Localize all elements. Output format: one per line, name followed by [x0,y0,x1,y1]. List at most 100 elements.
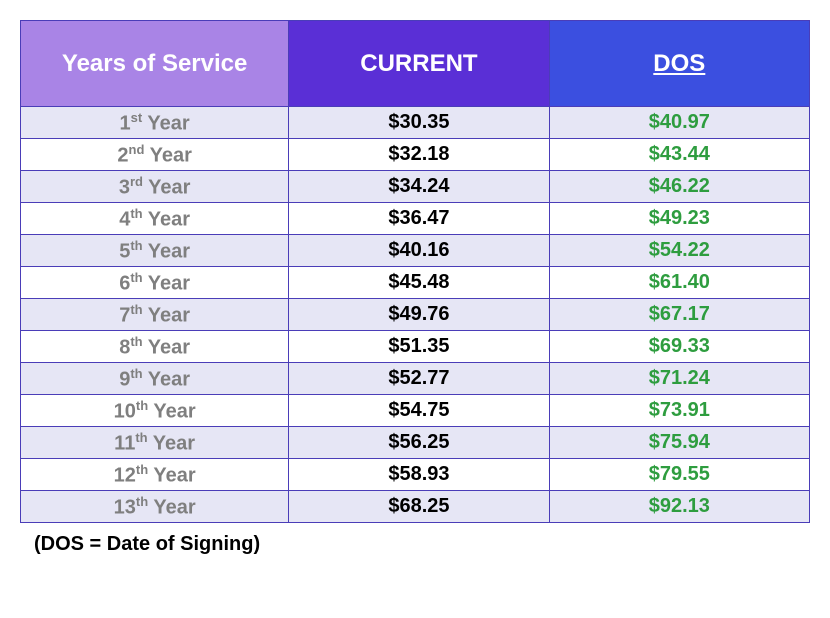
year-word: Year [143,208,190,230]
table-row: 6th Year$45.48$61.40 [21,267,810,299]
cell-current: $49.76 [289,299,549,331]
year-number: 4 [119,208,130,230]
header-current: CURRENT [289,21,549,107]
cell-current: $51.35 [289,331,549,363]
year-word: Year [142,112,189,134]
cell-current: $40.16 [289,235,549,267]
cell-current: $52.77 [289,363,549,395]
table-row: 11th Year$56.25$75.94 [21,427,810,459]
year-number: 9 [119,368,130,390]
cell-dos: $67.17 [549,299,809,331]
cell-year: 4th Year [21,203,289,235]
year-ordinal: th [130,366,142,381]
header-row: Years of Service CURRENT DOS [21,21,810,107]
table-row: 4th Year$36.47$49.23 [21,203,810,235]
table-row: 3rd Year$34.24$46.22 [21,171,810,203]
year-word: Year [143,272,190,294]
year-word: Year [143,304,190,326]
year-number: 7 [119,304,130,326]
year-ordinal: th [135,430,147,445]
cell-year: 7th Year [21,299,289,331]
year-word: Year [143,368,190,390]
cell-year: 1st Year [21,107,289,139]
year-ordinal: th [136,398,148,413]
year-number: 11 [114,432,135,454]
table-row: 2nd Year$32.18$43.44 [21,139,810,171]
cell-year: 9th Year [21,363,289,395]
cell-dos: $61.40 [549,267,809,299]
cell-year: 12th Year [21,459,289,491]
year-word: Year [148,400,195,422]
cell-dos: $54.22 [549,235,809,267]
year-number: 6 [119,272,130,294]
year-ordinal: th [130,302,142,317]
cell-current: $56.25 [289,427,549,459]
cell-current: $68.25 [289,491,549,523]
year-word: Year [144,144,191,166]
cell-year: 2nd Year [21,139,289,171]
cell-year: 3rd Year [21,171,289,203]
cell-dos: $40.97 [549,107,809,139]
cell-dos: $73.91 [549,395,809,427]
year-number: 13 [114,496,136,518]
header-dos-text: DOS [653,50,705,77]
cell-current: $58.93 [289,459,549,491]
year-word: Year [143,176,190,198]
year-word: Year [148,464,195,486]
table-row: 13th Year$68.25$92.13 [21,491,810,523]
cell-current: $45.48 [289,267,549,299]
cell-year: 6th Year [21,267,289,299]
header-years-of-service: Years of Service [21,21,289,107]
pay-scale-table: Years of Service CURRENT DOS 1st Year$30… [20,20,810,523]
year-ordinal: th [136,494,148,509]
year-number: 5 [119,240,130,262]
table-row: 7th Year$49.76$67.17 [21,299,810,331]
table-row: 8th Year$51.35$69.33 [21,331,810,363]
year-ordinal: th [130,334,142,349]
cell-dos: $43.44 [549,139,809,171]
cell-current: $54.75 [289,395,549,427]
table-row: 5th Year$40.16$54.22 [21,235,810,267]
cell-year: 5th Year [21,235,289,267]
table-row: 12th Year$58.93$79.55 [21,459,810,491]
cell-dos: $49.23 [549,203,809,235]
footnote: (DOS = Date of Signing) [20,523,810,556]
table-header: Years of Service CURRENT DOS [21,21,810,107]
cell-current: $34.24 [289,171,549,203]
year-word: Year [143,240,190,262]
table-row: 9th Year$52.77$71.24 [21,363,810,395]
year-ordinal: th [130,206,142,221]
year-number: 8 [119,336,130,358]
year-number: 2 [117,144,128,166]
year-word: Year [148,432,195,454]
table-row: 1st Year$30.35$40.97 [21,107,810,139]
cell-current: $30.35 [289,107,549,139]
cell-dos: $92.13 [549,491,809,523]
table-row: 10th Year$54.75$73.91 [21,395,810,427]
cell-dos: $46.22 [549,171,809,203]
year-number: 1 [120,112,131,134]
pay-scale-container: Years of Service CURRENT DOS 1st Year$30… [20,20,810,556]
cell-dos: $79.55 [549,459,809,491]
year-number: 12 [114,464,136,486]
year-ordinal: nd [129,142,145,157]
year-number: 10 [114,400,136,422]
cell-current: $32.18 [289,139,549,171]
cell-dos: $69.33 [549,331,809,363]
cell-year: 10th Year [21,395,289,427]
cell-year: 11th Year [21,427,289,459]
cell-dos: $71.24 [549,363,809,395]
table-body: 1st Year$30.35$40.972nd Year$32.18$43.44… [21,107,810,523]
year-ordinal: rd [130,174,143,189]
header-dos: DOS [549,21,809,107]
year-ordinal: th [136,462,148,477]
year-ordinal: th [130,238,142,253]
year-word: Year [148,496,195,518]
cell-dos: $75.94 [549,427,809,459]
year-number: 3 [119,176,130,198]
year-ordinal: st [131,110,143,125]
cell-year: 8th Year [21,331,289,363]
year-ordinal: th [130,270,142,285]
cell-current: $36.47 [289,203,549,235]
cell-year: 13th Year [21,491,289,523]
